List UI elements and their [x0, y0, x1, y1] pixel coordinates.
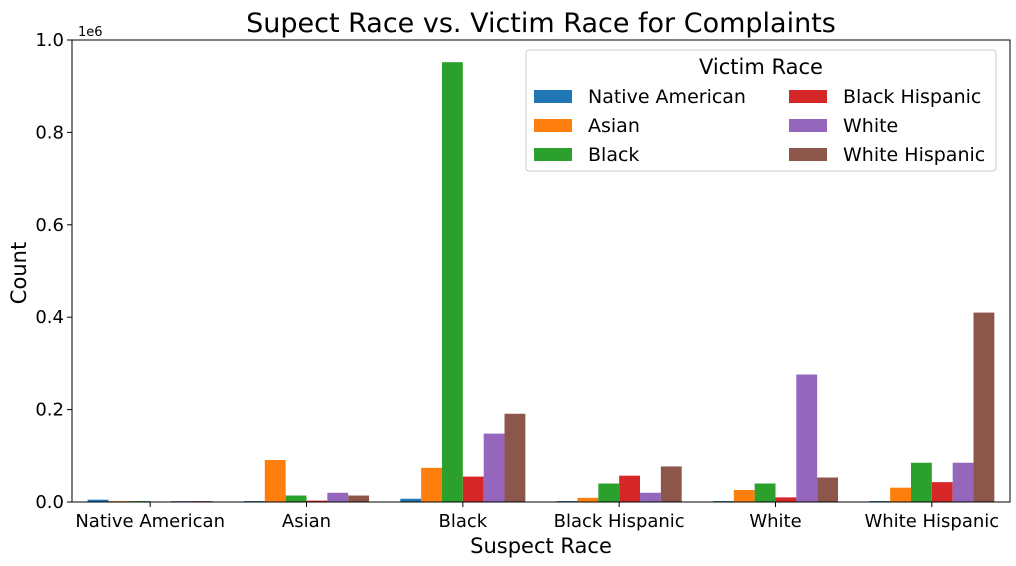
bar	[421, 467, 442, 502]
x-tick-label: White	[749, 511, 801, 532]
bar	[754, 483, 776, 502]
y-tick-label: 0.4	[35, 307, 64, 328]
bar	[640, 492, 661, 502]
legend-label: White	[843, 115, 898, 137]
axes-group: 0.0 0.2 0.4 0.6 0.8 1.0 Native American Asian Bl…	[35, 30, 1011, 532]
x-tick-label: Black	[438, 511, 487, 532]
y-tick-label: 1.0	[35, 30, 64, 51]
bar	[619, 475, 641, 502]
y-axis-title: Count	[7, 242, 31, 304]
bar	[775, 497, 797, 502]
legend-swatch	[789, 119, 827, 132]
bar	[598, 483, 620, 502]
y-tick-label: 0.8	[35, 122, 64, 143]
y-tick-label: 0.0	[35, 492, 64, 513]
legend-title: Victim Race	[699, 55, 823, 79]
bar	[890, 487, 911, 502]
y-tick-label: 0.6	[35, 215, 64, 236]
legend-swatch	[534, 119, 572, 132]
legend: Victim Race Native American Asian Black Blac…	[525, 49, 997, 172]
bar	[577, 497, 599, 502]
bar	[952, 462, 974, 502]
bar	[931, 482, 953, 502]
chart-title: Supect Race vs. Victim Race for Complain…	[246, 8, 836, 39]
bar	[796, 374, 818, 502]
bar	[462, 476, 484, 502]
legend-swatch	[789, 148, 827, 161]
legend-swatch	[534, 148, 572, 161]
bar	[910, 462, 932, 502]
legend-box	[525, 49, 997, 172]
x-axis-title: Suspect Race	[470, 534, 612, 558]
bar	[285, 495, 307, 502]
y-axis-offset-label: 1e6	[78, 25, 103, 40]
x-tick-label: Black Hispanic	[554, 511, 685, 532]
bar	[327, 492, 349, 502]
bar	[441, 62, 463, 503]
x-tick-label: Asian	[282, 511, 331, 532]
bar	[504, 413, 526, 502]
y-tick-label: 0.2	[35, 400, 64, 421]
legend-label: Native American	[588, 86, 746, 108]
bar	[483, 433, 505, 502]
legend-label: Asian	[588, 115, 640, 137]
bar	[733, 489, 755, 502]
legend-swatch	[534, 90, 572, 103]
x-tick-label: Native American	[75, 511, 225, 532]
legend-label: White Hispanic	[843, 144, 985, 166]
legend-label: Black	[588, 144, 639, 166]
bar	[973, 312, 995, 502]
bar	[400, 498, 422, 502]
bar	[660, 466, 682, 502]
bar	[264, 459, 286, 502]
axes-frame	[71, 39, 1011, 503]
legend-swatch	[789, 90, 827, 103]
bar	[306, 500, 328, 502]
bar	[87, 499, 109, 502]
legend-label: Black Hispanic	[843, 86, 981, 108]
bar	[348, 495, 370, 502]
x-tick-label: White Hispanic	[864, 511, 999, 532]
bar	[817, 477, 839, 502]
